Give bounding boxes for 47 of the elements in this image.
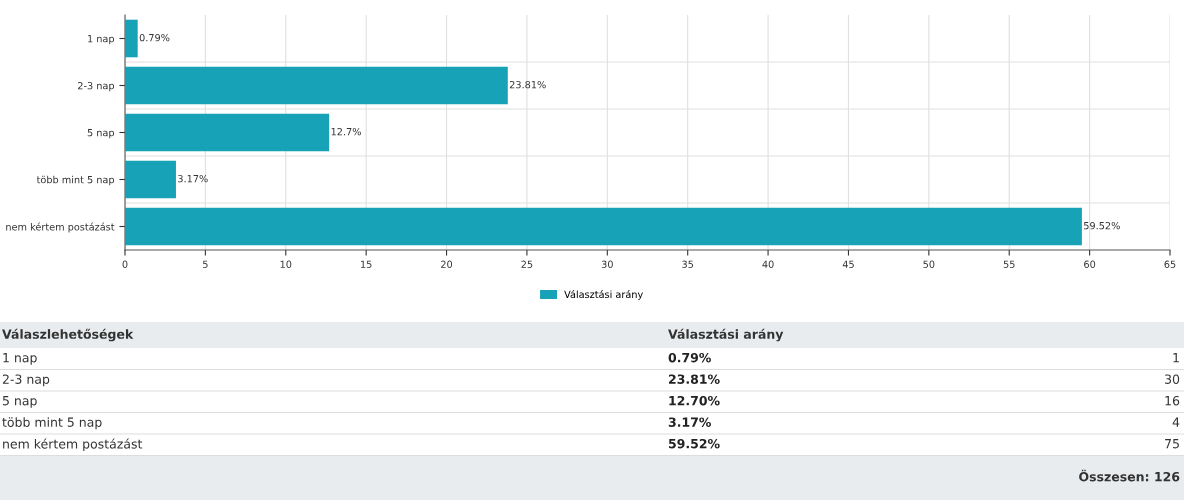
y-tick-label: több mint 5 nap xyxy=(36,175,115,186)
text: 59.52% xyxy=(668,438,720,449)
text: 3.17% xyxy=(668,417,711,427)
y-tick-label: 5 nap xyxy=(87,129,115,139)
x-tick-label: 40 xyxy=(762,260,774,268)
bar xyxy=(125,19,138,58)
data-label: 23.81% xyxy=(509,80,546,89)
bar xyxy=(125,66,508,105)
x-tick-label: 0 xyxy=(122,260,128,268)
data-label: 59.52% xyxy=(1084,221,1120,230)
x-tick-label: 30 xyxy=(601,260,613,268)
x-tick-label: 10 xyxy=(280,260,292,268)
y-tick-label: nem kértem postázást xyxy=(6,222,115,233)
x-tick-label: 20 xyxy=(441,260,453,268)
data-label: 12.7% xyxy=(331,127,361,136)
y-tick-label: 1 nap xyxy=(88,35,115,45)
text: 12.70% xyxy=(669,395,720,406)
data-label: 0.79% xyxy=(139,33,170,42)
text: 75 xyxy=(1165,439,1179,449)
x-tick-label: 35 xyxy=(682,260,694,268)
legend-label: Választási arány xyxy=(564,290,643,300)
x-tick-label: 60 xyxy=(1084,260,1096,268)
category-label: 5 nap xyxy=(2,396,37,408)
x-tick-label: 55 xyxy=(1003,260,1015,268)
text: 16 xyxy=(1165,395,1180,406)
x-tick-label: 65 xyxy=(1164,260,1176,268)
text: 30 xyxy=(1165,374,1180,384)
text: 4 xyxy=(1172,417,1180,427)
category-label: 2-3 nap xyxy=(2,374,50,387)
data-label: 3.17% xyxy=(178,174,208,183)
bar xyxy=(125,113,330,152)
category-label: több mint 5 nap xyxy=(2,417,102,430)
text: Összesen: 126 xyxy=(1079,469,1180,482)
bar xyxy=(125,207,1082,246)
x-tick-label: 25 xyxy=(521,260,533,268)
x-tick-label: 5 xyxy=(203,260,208,268)
x-tick-label: 50 xyxy=(923,260,935,268)
x-tick-label: 45 xyxy=(842,260,854,268)
text: 1 xyxy=(1173,353,1179,363)
bar xyxy=(125,160,176,199)
text: 0.79% xyxy=(668,352,711,363)
y-tick-label: 2-3 nap xyxy=(78,81,115,92)
category-label: 1 nap xyxy=(3,353,37,365)
text: Választási arány xyxy=(668,328,784,342)
x-tick-label: 15 xyxy=(361,260,372,268)
text: 23.81% xyxy=(668,374,720,384)
text: Válaszlehetőségek xyxy=(2,328,134,342)
